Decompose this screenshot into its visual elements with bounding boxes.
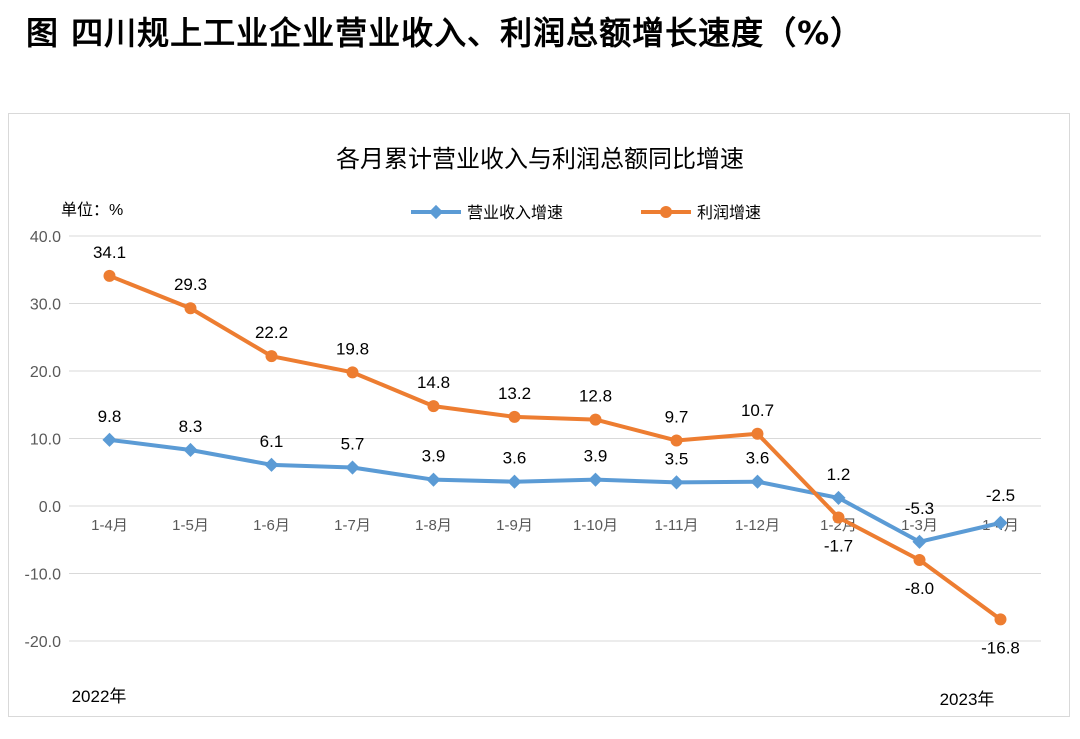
data-point: [669, 475, 684, 490]
data-label: 6.1: [260, 432, 284, 451]
x-axis: 1-4月 1-5月 1-6月 1-7月 1-8月 1-9月 1-10月 1-11月 1-12月 1…: [91, 517, 1019, 534]
y-tick-label: -10.0: [25, 567, 62, 584]
data-point: [993, 515, 1008, 530]
data-point: [913, 554, 926, 566]
data-label: 3.6: [503, 449, 527, 468]
data-label: 5.7: [341, 435, 365, 454]
data-point: [426, 472, 441, 487]
chart-title: 各月累计营业收入与利润总额同比增速: [336, 146, 744, 173]
data-point: [831, 490, 846, 505]
x-tick-label: 1-10月: [573, 517, 618, 534]
data-point: [750, 474, 765, 489]
x-tick-label: 1-5月: [172, 517, 209, 534]
data-label: 3.9: [584, 447, 608, 466]
y-tick-label: 30.0: [30, 297, 61, 314]
data-label: 29.3: [174, 275, 207, 294]
unit-label: 单位：%: [61, 201, 123, 219]
series-lines: 9.8 8.3 6.1 5.7 3.9 3.6 3.9 3.5 3.6 1.2 -5.3 -2.5 34…: [93, 243, 1020, 658]
data-label: 14.8: [417, 373, 450, 392]
page-title: 图 四川规上工业企业营业收入、利润总额增长速度（%）: [26, 14, 864, 52]
y-tick-label: -20.0: [25, 634, 62, 651]
data-label: 3.9: [422, 447, 446, 466]
data-point: [183, 442, 198, 458]
data-label: 9.7: [665, 408, 689, 427]
x-tick-label: 1-11月: [655, 517, 699, 534]
x-tick-label: 1-3月: [901, 517, 938, 534]
data-point: [264, 457, 279, 472]
data-label: 22.2: [255, 323, 288, 342]
year-label: 2022年: [72, 687, 127, 706]
y-tick-label: 10.0: [30, 432, 61, 449]
data-point: [508, 410, 521, 423]
year-labels: 2022年 2023年: [72, 687, 995, 709]
data-point: [265, 350, 278, 363]
data-point: [912, 534, 927, 549]
legend-marker: [660, 206, 672, 218]
data-point: [832, 511, 845, 524]
data-label: 9.8: [98, 407, 122, 426]
data-point: [588, 472, 603, 487]
data-label: 8.3: [179, 417, 203, 436]
year-label: 2023年: [940, 690, 995, 709]
data-point: [184, 302, 197, 315]
data-point: [994, 613, 1007, 626]
x-tick-label: 1-4月: [91, 517, 128, 534]
x-tick-label: 1-8月: [415, 517, 452, 534]
data-label: 3.6: [746, 449, 770, 468]
data-label: -1.7: [824, 536, 853, 555]
x-tick-label: 1-12月: [735, 517, 780, 534]
data-label: 1.2: [827, 465, 851, 484]
data-point: [751, 427, 764, 440]
data-point: [103, 269, 116, 282]
y-tick-label: 20.0: [30, 364, 61, 381]
data-label: 10.7: [741, 401, 774, 420]
line-chart: 各月累计营业收入与利润总额同比增速 单位：% 营业收入增速 利润增速 40.0 30…: [25, 146, 1041, 709]
x-tick-label: 1-7月: [334, 517, 371, 534]
data-point: [346, 366, 359, 379]
series-line: [107, 437, 1003, 544]
grid-lines: [69, 235, 1041, 642]
data-label: -2.5: [986, 486, 1015, 505]
data-point: [427, 400, 440, 413]
x-tick-label: 1-6月: [253, 517, 290, 534]
y-tick-label: 0.0: [39, 499, 61, 516]
y-axis: 40.0 30.0 20.0 10.0 0.0 -10.0 -20.0: [25, 229, 62, 651]
chart-legend: 营业收入增速 利润增速: [411, 204, 761, 222]
chart-area: 各月累计营业收入与利润总额同比增速 单位：% 营业收入增速 利润增速 40.0 30…: [8, 113, 1070, 717]
y-tick-label: 40.0: [30, 229, 61, 246]
data-label: -16.8: [981, 638, 1020, 657]
data-label: 34.1: [93, 243, 126, 262]
data-point: [589, 413, 602, 426]
data-label: 19.8: [336, 339, 369, 358]
x-tick-label: 1-9月: [496, 517, 533, 534]
data-label: -5.3: [905, 499, 934, 518]
data-label: 12.8: [579, 387, 612, 406]
data-label: 3.5: [665, 449, 689, 468]
series-line: [107, 273, 1003, 622]
legend-marker: [428, 204, 444, 220]
data-point: [102, 432, 117, 447]
legend-label: 利润增速: [697, 204, 761, 222]
data-label: 13.2: [498, 384, 531, 403]
legend-label: 营业收入增速: [467, 204, 563, 222]
data-point: [507, 474, 522, 489]
data-label: -8.0: [905, 579, 934, 598]
data-point: [345, 460, 360, 475]
data-point: [670, 434, 683, 447]
